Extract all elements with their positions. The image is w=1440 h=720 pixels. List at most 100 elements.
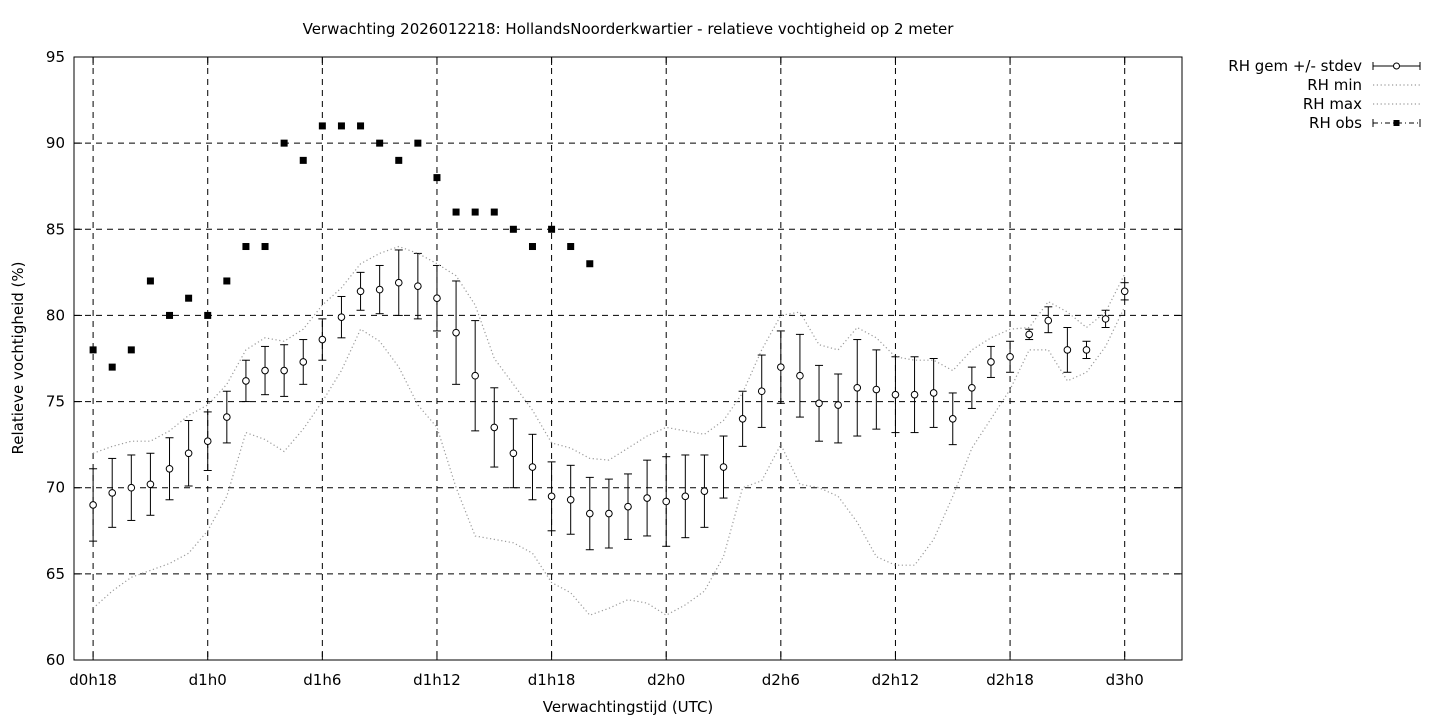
mean-point	[968, 383, 976, 392]
legend-label: RH obs	[1309, 114, 1362, 132]
mean-point	[624, 502, 632, 511]
obs-point	[509, 225, 517, 233]
mean-point	[261, 366, 269, 375]
mean-point	[223, 413, 231, 421]
y-axis-title: Relatieve vochtigheid (%)	[9, 261, 27, 454]
mean-point	[910, 390, 919, 399]
mean-point	[681, 492, 690, 501]
obs-point	[337, 122, 345, 130]
mean-point	[700, 487, 709, 495]
obs-point	[471, 208, 479, 216]
obs-point	[414, 139, 422, 147]
x-tick-label: d2h18	[986, 671, 1034, 689]
mean-point	[547, 492, 556, 501]
mean-point	[471, 371, 479, 380]
obs-point	[318, 122, 326, 130]
x-tick-label: d2h0	[647, 671, 685, 689]
mean-point	[1006, 352, 1014, 361]
obs-point	[204, 311, 212, 319]
y-tick-label: 80	[46, 306, 65, 324]
mean-point	[929, 389, 938, 397]
x-tick-label: d3h0	[1106, 671, 1144, 689]
series-layer	[89, 122, 1129, 616]
y-tick-label: 65	[46, 565, 65, 583]
mean-point	[452, 328, 460, 337]
series-rh-max-line	[92, 245, 1126, 461]
mean-point	[566, 495, 575, 504]
obs-point	[357, 122, 365, 130]
mean-point	[891, 390, 900, 399]
obs-point	[146, 277, 154, 285]
mean-point	[1063, 346, 1072, 354]
obs-point	[108, 363, 116, 371]
mean-point	[1101, 315, 1110, 323]
mean-point	[356, 287, 365, 296]
mean-point	[184, 449, 193, 458]
mean-point	[509, 449, 518, 458]
y-tick-label: 70	[46, 479, 65, 497]
plot-frame	[73, 56, 1183, 661]
series-rh-min-line	[92, 306, 1126, 616]
mean-point	[719, 463, 728, 471]
axes: 60 65 70 75 80 85 90 95 d0h18 d1h0 d1h6 d1h12 d1h18 d…	[46, 48, 1182, 689]
mean-point	[872, 385, 881, 394]
y-tick-label: 95	[46, 48, 65, 66]
mean-point	[146, 480, 155, 489]
mean-point	[318, 335, 327, 344]
mean-point	[337, 313, 346, 321]
mean-point	[433, 294, 441, 303]
obs-point	[548, 225, 556, 233]
x-tick-label: d0h18	[69, 671, 117, 689]
mean-point	[280, 366, 288, 375]
mean-point	[528, 463, 537, 471]
mean-point	[394, 278, 403, 287]
mean-point	[108, 489, 117, 497]
mean-point	[815, 399, 823, 408]
mean-point	[203, 437, 212, 445]
mean-point	[643, 494, 651, 502]
mean-point	[948, 415, 957, 423]
legend-label: RH gem +/- stdev	[1228, 57, 1362, 75]
legend-sample-square	[1393, 120, 1400, 126]
y-tick-label: 85	[46, 220, 65, 238]
obs-point	[89, 346, 97, 354]
x-tick-label: d1h6	[303, 671, 341, 689]
x-tick-label: d1h18	[528, 671, 576, 689]
legend-sample-point	[1393, 62, 1400, 70]
chart-title: Verwachting 2026012218: HollandsNoorderk…	[303, 20, 955, 38]
y-tick-label: 90	[46, 134, 65, 152]
mean-point	[796, 371, 804, 380]
obs-point	[528, 243, 536, 251]
obs-point	[261, 243, 269, 251]
mean-point	[299, 358, 308, 366]
obs-point	[433, 174, 441, 182]
mean-point	[777, 363, 785, 371]
mean-point	[127, 483, 136, 492]
mean-point	[242, 377, 250, 385]
mean-point	[853, 383, 862, 392]
mean-point	[605, 509, 613, 518]
x-tick-label: d1h0	[189, 671, 227, 689]
mean-point	[1025, 330, 1033, 339]
legend-label: RH max	[1303, 95, 1362, 113]
obs-point	[223, 277, 231, 285]
mean-point	[585, 509, 594, 518]
obs-point	[166, 311, 174, 319]
x-tick-label: d2h6	[762, 671, 800, 689]
x-tick-label: d1h12	[413, 671, 461, 689]
obs-point	[452, 208, 460, 216]
mean-point	[165, 464, 174, 473]
mean-point	[738, 415, 747, 423]
mean-point	[375, 285, 384, 294]
mean-point	[662, 497, 671, 506]
mean-point	[414, 282, 422, 290]
obs-point	[242, 243, 250, 251]
obs-point	[127, 346, 135, 354]
y-tick-label: 75	[46, 393, 65, 411]
obs-point	[567, 243, 575, 251]
obs-point	[586, 260, 594, 268]
mean-point	[1044, 316, 1053, 325]
obs-point	[490, 208, 498, 216]
